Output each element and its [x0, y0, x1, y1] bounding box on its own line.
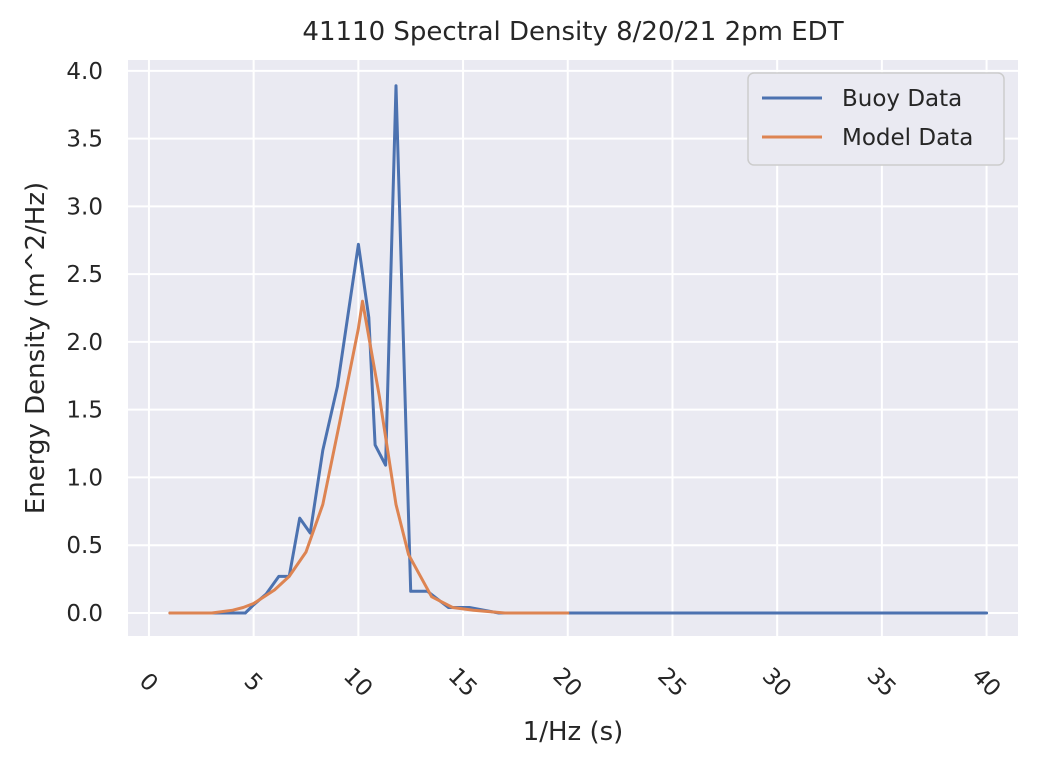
series-layer [168, 84, 989, 615]
x-axis-label: 1/Hz (s) [523, 717, 624, 747]
y-tick-label-3.5: 3.5 [66, 127, 103, 153]
x-tick-label-35: 35 [862, 663, 901, 702]
x-tick-label-5: 5 [239, 668, 268, 697]
y-tick-label-2.5: 2.5 [66, 262, 103, 288]
legend-label-buoy-data: Buoy Data [842, 86, 962, 112]
series-line-model-data [168, 299, 570, 615]
y-tick-labels: 0.0 0.5 1.0 1.5 2.0 2.5 3.0 3.5 4.0 [66, 59, 103, 627]
x-tick-label-30: 30 [757, 663, 796, 702]
y-tick-label-2.0: 2.0 [66, 330, 103, 356]
x-tick-labels: 0 5 10 15 20 25 30 35 40 [134, 663, 1006, 702]
x-tick-label-10: 10 [338, 663, 377, 702]
x-tick-label-25: 25 [652, 663, 691, 702]
x-tick-label-20: 20 [548, 663, 587, 702]
y-tick-label-1.0: 1.0 [66, 465, 103, 491]
y-tick-label-1.5: 1.5 [66, 398, 103, 424]
x-tick-label-15: 15 [443, 663, 482, 702]
legend-label-model-data: Model Data [842, 125, 973, 151]
legend: Buoy Data Model Data [747, 72, 1005, 166]
legend-box [747, 72, 1005, 166]
y-tick-label-3.0: 3.0 [66, 194, 103, 220]
x-tick-label-40: 40 [966, 663, 1005, 702]
y-axis-label: Energy Density (m^2/Hz) [21, 182, 51, 514]
y-tick-label-0.0: 0.0 [66, 601, 103, 627]
chart-title: 41110 Spectral Density 8/20/21 2pm EDT [302, 17, 843, 47]
y-tick-label-0.5: 0.5 [66, 533, 103, 559]
y-tick-label-4.0: 4.0 [66, 59, 103, 85]
x-tick-label-0: 0 [134, 668, 163, 697]
